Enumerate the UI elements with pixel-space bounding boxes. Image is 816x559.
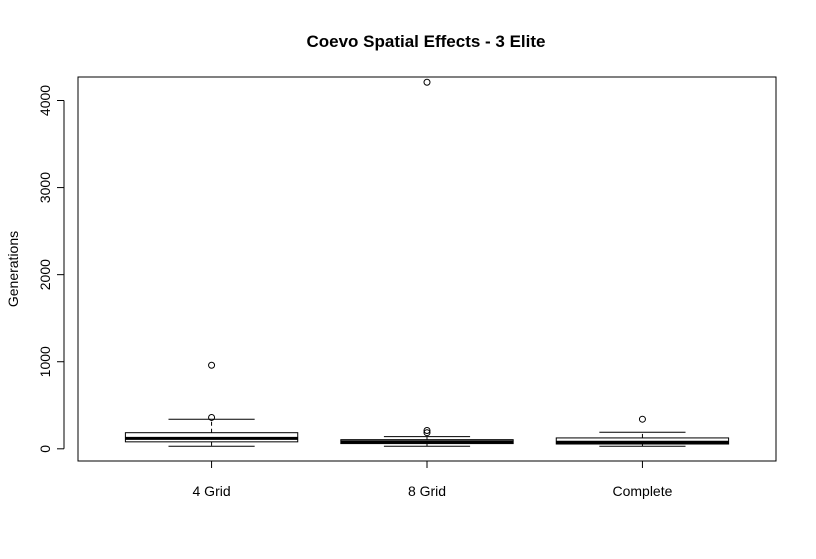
box-2	[340, 78, 514, 447]
outlier-point	[208, 361, 216, 369]
y-tick-label: 4000	[37, 85, 53, 116]
outlier-point	[423, 427, 431, 435]
box-3	[555, 415, 730, 447]
outlier-point	[423, 78, 431, 86]
y-axis: 0 1000 2000 3000 4000	[37, 85, 65, 453]
x-tick-label: 8 Grid	[408, 483, 446, 499]
y-tick-label: 0	[37, 445, 53, 453]
outlier-point	[208, 413, 216, 421]
boxes	[124, 78, 730, 447]
outlier-point	[423, 429, 431, 437]
x-axis: 4 Grid 8 Grid Complete	[193, 460, 673, 499]
x-tick-label: Complete	[612, 483, 672, 499]
box-1	[124, 361, 299, 447]
y-tick-label: 1000	[37, 346, 53, 377]
outlier-point	[638, 415, 646, 423]
plot-frame	[77, 76, 777, 462]
y-tick-label: 2000	[37, 259, 53, 290]
chart-title: Coevo Spatial Effects - 3 Elite	[306, 32, 545, 51]
x-tick-label: 4 Grid	[193, 483, 231, 499]
y-axis-label: Generations	[5, 231, 21, 307]
y-tick-label: 3000	[37, 172, 53, 203]
